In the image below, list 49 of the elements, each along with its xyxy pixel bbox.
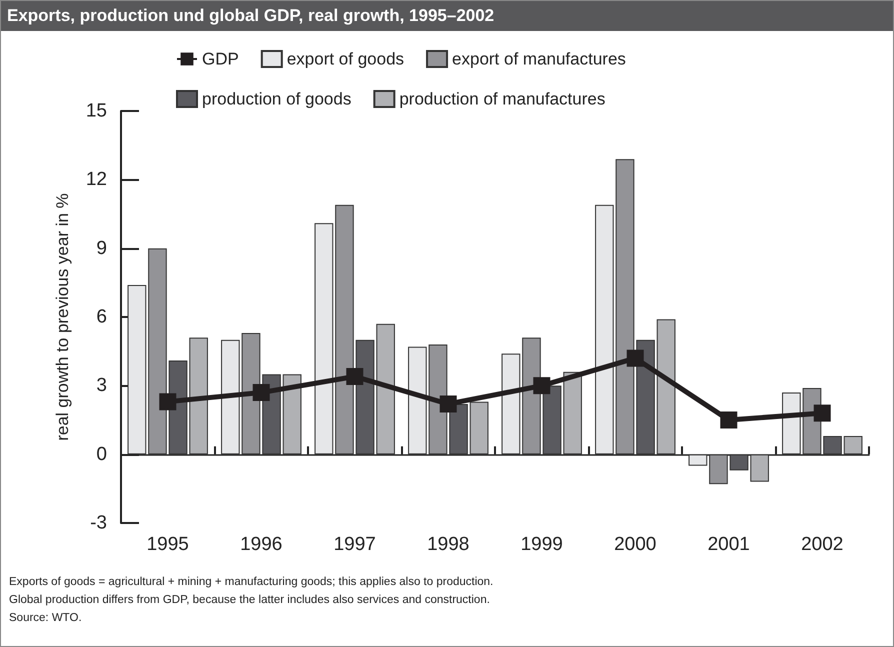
point (814, 404, 831, 422)
x-tick-label: 1999 (520, 534, 563, 555)
bar (408, 346, 427, 454)
x-tick-label: 2001 (708, 534, 750, 555)
bar (688, 454, 708, 466)
y-tick-label: 9 (96, 238, 107, 259)
x-tick-label: 2002 (801, 534, 844, 555)
point (440, 395, 457, 412)
point (252, 384, 270, 402)
bar (502, 354, 520, 454)
text: Global production differs from GDP, because the latter includes also services and construction. (9, 593, 491, 608)
bar (595, 204, 614, 454)
x-tick-label: 1998 (427, 534, 470, 555)
y-tick-label: 15 (86, 100, 107, 122)
bar (470, 402, 488, 454)
x-tick-label: 2000 (614, 534, 656, 555)
y-axis-title: real growth to previous year in % (53, 193, 72, 441)
bar (656, 319, 676, 454)
y-tick-label: 3 (96, 375, 107, 396)
legend-label: export of goods (286, 50, 404, 68)
legend-label: production of manufactures (399, 90, 606, 108)
source-note: Source: WTO. (9, 611, 83, 626)
x-tick-label: 1995 (146, 534, 189, 555)
y-tick-label: 12 (86, 169, 107, 190)
legend-label: production of goods (202, 90, 352, 108)
y-tick-label: 6 (96, 306, 107, 328)
y-tick-label: -3 (90, 512, 107, 534)
bar (782, 392, 801, 454)
bar (189, 338, 208, 454)
bar (750, 454, 769, 482)
point (346, 368, 364, 386)
bar (314, 223, 334, 454)
point (720, 412, 738, 428)
text: Exports of goods = agricultural + mining + manufacturing goods; this applies also to production. (9, 575, 494, 590)
bar (844, 436, 862, 454)
point (159, 393, 176, 410)
legend-label: GDP (202, 50, 239, 68)
point (626, 350, 644, 367)
bar (128, 284, 146, 454)
bar (376, 324, 395, 454)
x-tick-label: 1997 (334, 534, 376, 555)
y-tick-label: 0 (96, 444, 107, 465)
point (533, 377, 550, 394)
bar (282, 374, 302, 454)
bar (221, 340, 240, 454)
legend-label: export of manufactures (452, 50, 626, 68)
chart-title: Exports, production und global GDP, real growth, 1995–2002 (1, 1, 893, 31)
x-tick-label: 1996 (240, 534, 282, 555)
bar (563, 372, 582, 454)
